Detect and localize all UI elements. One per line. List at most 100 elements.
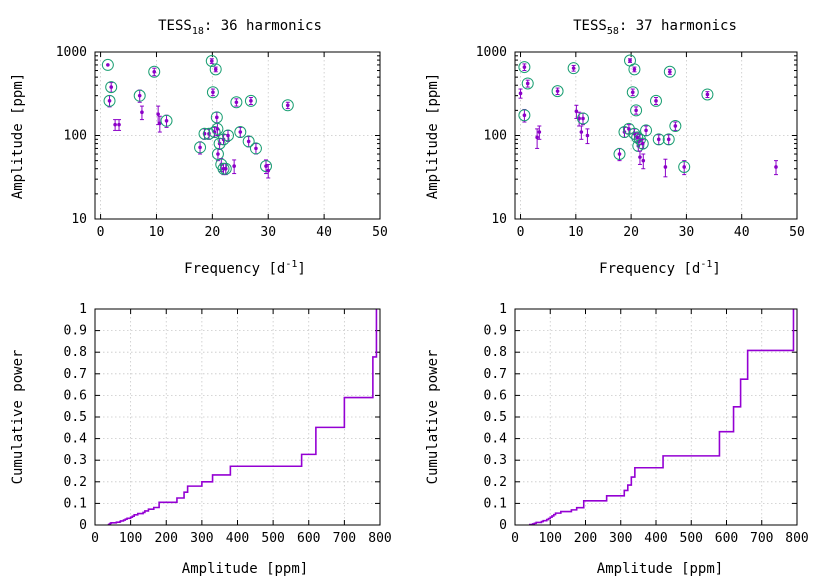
cumulative-step-line (529, 309, 795, 526)
x-tick-label: 600 (715, 531, 738, 546)
y-tick-label: 0.7 (64, 367, 87, 382)
data-point (627, 127, 631, 131)
harmonic-circle (518, 61, 531, 74)
data-point (663, 165, 668, 169)
x-tick-label: 0 (97, 225, 105, 240)
data-point (774, 165, 778, 169)
ylabel-cumulative-right: Cumulative power (425, 350, 441, 485)
data-point (198, 145, 202, 150)
x-tick-label: 30 (679, 225, 695, 240)
data-point (238, 130, 243, 134)
x-tick-label: 400 (226, 531, 249, 546)
data-point (285, 103, 290, 108)
data-point (632, 67, 637, 72)
data-point (109, 85, 114, 89)
data-point (617, 152, 622, 156)
data-point (666, 137, 671, 142)
harmonic-circle (636, 137, 649, 150)
x-tick-label: 10 (568, 225, 584, 240)
x-tick-label: 20 (623, 225, 639, 240)
harmonic-circle (260, 160, 272, 173)
data-point (226, 133, 230, 138)
title-tess58: TESS58: 37 harmonics (573, 18, 737, 37)
data-point (215, 127, 220, 131)
y-tick-label: 100 (484, 129, 507, 144)
y-tick-label: 0.5 (484, 410, 507, 425)
harmonic-circle (628, 63, 641, 76)
harmonic-circle (652, 133, 665, 146)
harmonic-circle (230, 96, 243, 109)
y-tick-label: 10 (491, 212, 507, 227)
y-tick-label: 0 (499, 518, 507, 533)
y-tick-label: 1 (499, 302, 507, 317)
data-point (518, 91, 523, 96)
xlabel-tess18: Frequency [d-1] (184, 259, 306, 277)
x-tick-label: 0 (511, 531, 519, 546)
harmonic-circle (213, 137, 226, 150)
x-tick-label: 500 (261, 531, 284, 546)
harmonic-circle (101, 58, 114, 71)
harmonic-circle (242, 135, 255, 148)
y-tick-label: 100 (64, 129, 87, 144)
harmonic-circle (148, 65, 161, 78)
harmonic-circle (133, 89, 146, 102)
harmonic-circle (521, 77, 534, 90)
data-point (213, 67, 218, 72)
data-point (140, 110, 144, 115)
data-point (682, 165, 686, 169)
y-tick-label: 1 (79, 302, 87, 317)
harmonic-circle (640, 124, 653, 137)
data-point (266, 168, 271, 173)
x-tick-label: 700 (750, 531, 773, 546)
y-tick-label: 0.8 (484, 345, 507, 360)
data-point (640, 141, 645, 146)
harmonic-circle (222, 129, 234, 142)
data-point (209, 59, 214, 63)
harmonic-circle (613, 148, 626, 161)
data-point (106, 63, 110, 67)
y-tick-label: 0.9 (484, 324, 507, 339)
data-point (522, 113, 527, 118)
data-point (630, 90, 635, 95)
x-tick-label: 200 (155, 531, 178, 546)
harmonic-circle (678, 160, 691, 173)
harmonic-circle (281, 99, 294, 112)
xlabel-cumulative-left: Amplitude [ppm] (182, 561, 308, 577)
x-tick-label: 0 (91, 531, 99, 546)
x-tick-label: 30 (260, 225, 276, 240)
y-tick-label: 1000 (476, 45, 507, 60)
data-point (522, 65, 527, 69)
x-tick-label: 500 (680, 531, 703, 546)
data-point (164, 118, 169, 123)
harmonic-circle (103, 94, 116, 107)
harmonic-circle (105, 81, 118, 94)
x-tick-label: 300 (190, 531, 213, 546)
harmonic-circle (206, 86, 219, 99)
harmonic-circle (618, 126, 631, 139)
data-point (246, 139, 251, 144)
x-tick-label: 50 (372, 225, 388, 240)
harmonic-circle (244, 94, 257, 107)
x-tick-label: 50 (789, 225, 805, 240)
data-point (156, 112, 160, 116)
data-point (117, 122, 121, 127)
data-point (628, 58, 632, 63)
harmonic-circle (209, 63, 222, 76)
data-point (668, 69, 672, 74)
harmonic-circle (217, 133, 230, 146)
x-tick-label: 800 (785, 531, 808, 546)
y-tick-label: 0.3 (64, 453, 87, 468)
y-tick-label: 0.6 (64, 388, 87, 403)
y-tick-label: 0.4 (64, 432, 88, 447)
x-tick-label: 800 (368, 531, 391, 546)
harmonic-circle (208, 126, 221, 139)
plot-frame-cum-right (514, 308, 798, 526)
y-tick-label: 0.1 (64, 496, 87, 511)
x-tick-label: 40 (316, 225, 332, 240)
data-point (234, 100, 239, 105)
harmonic-circle (701, 88, 714, 101)
data-point (705, 92, 710, 97)
harmonic-circle (219, 162, 232, 175)
data-point (571, 66, 576, 70)
data-point (585, 133, 590, 138)
